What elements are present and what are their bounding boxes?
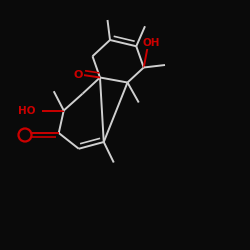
Text: HO: HO [18, 106, 36, 116]
Text: OH: OH [142, 38, 160, 48]
Circle shape [18, 128, 32, 141]
Text: O: O [74, 70, 83, 80]
